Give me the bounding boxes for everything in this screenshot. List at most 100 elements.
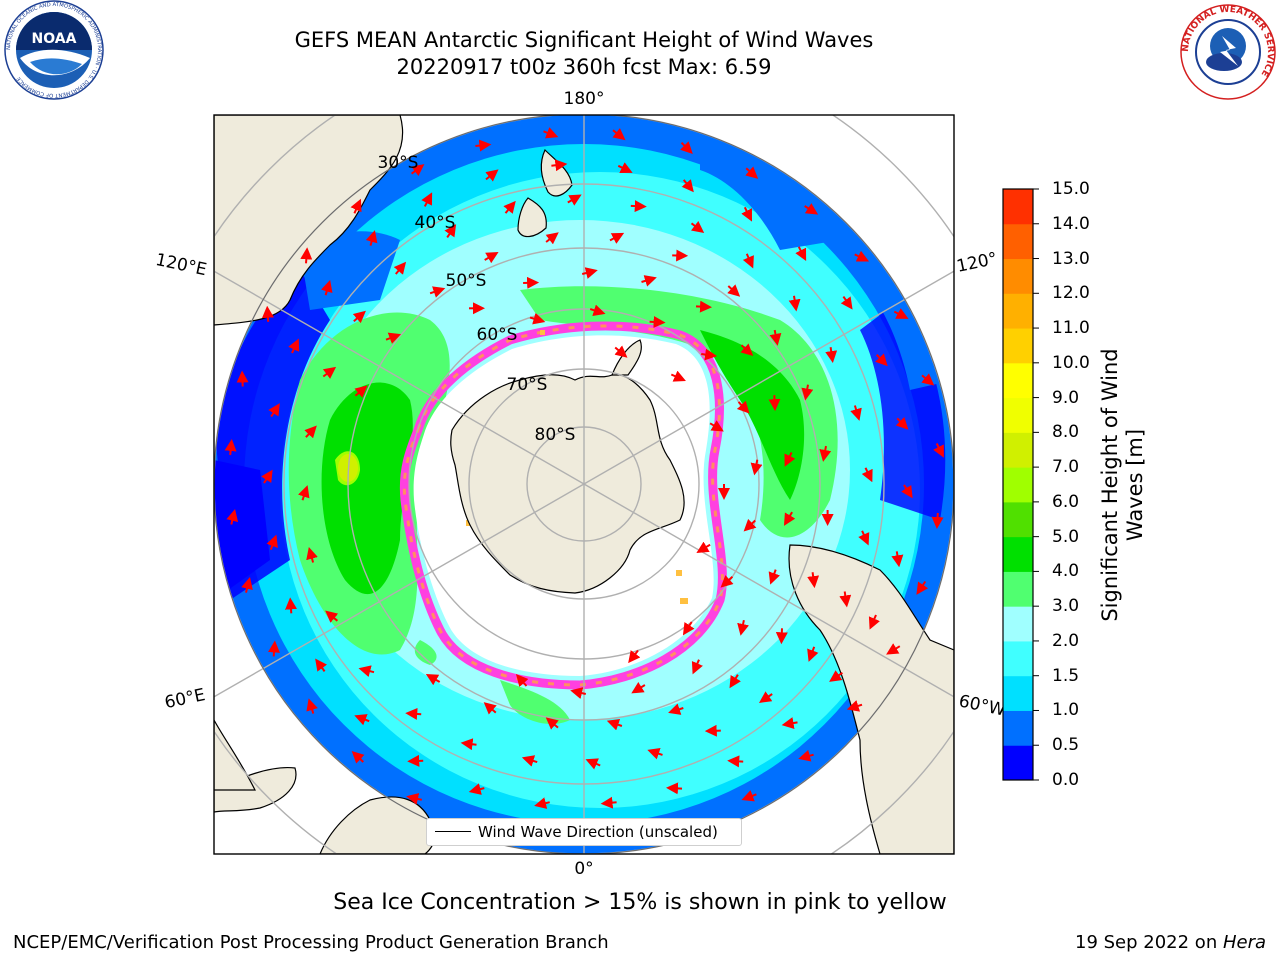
wind-arrow: [850, 405, 862, 421]
wind-arrow: [306, 547, 318, 563]
colorbar-band: [1003, 397, 1033, 433]
wind-arrow: [261, 305, 274, 322]
wind-arrow: [727, 284, 741, 297]
wind-arrow: [886, 643, 901, 655]
colorbar-band: [1003, 640, 1033, 677]
wind-arrow: [829, 670, 843, 682]
wind-arrow: [425, 674, 441, 686]
wind-arrow: [804, 203, 819, 215]
colorbar-tick-label: 15.0: [1052, 179, 1090, 199]
wind-arrow: [741, 206, 753, 222]
wind-arrow: [750, 459, 763, 476]
lat-label-80s: 80°S: [535, 425, 576, 445]
wind-arrow: [475, 139, 492, 152]
wind-arrow: [365, 230, 378, 246]
wind-arrow: [354, 714, 370, 726]
wind-arrow: [668, 703, 684, 715]
wind-arrow: [641, 275, 657, 287]
wind-arrow: [891, 551, 904, 568]
wind-arrow: [680, 141, 693, 155]
wind-arrow: [354, 385, 368, 398]
wind-arrow: [825, 347, 838, 364]
wind-arrow: [742, 253, 754, 269]
colorbar-tick-label: 0.0: [1052, 770, 1080, 790]
colorbar-band: [1003, 675, 1033, 711]
wind-arrow: [325, 610, 339, 623]
wind-arrow: [529, 312, 546, 325]
wind-arrow: [268, 640, 280, 657]
wind-arrow: [600, 796, 617, 809]
chart-title: GEFS MEAN Antarctic Significant Height o…: [294, 28, 874, 52]
wind-arrow: [224, 439, 237, 456]
map-border: [213, 114, 955, 855]
lat-label-70s: 70°S: [507, 375, 548, 395]
colorbar-tick-label: 12.0: [1052, 283, 1090, 304]
wind-arrow: [781, 717, 798, 729]
wind-arrow: [515, 673, 529, 687]
wind-arrow: [784, 451, 796, 467]
wind-arrow: [534, 797, 550, 809]
colorbar-tick-label: 11.0: [1052, 318, 1090, 339]
wind-arrow: [567, 194, 582, 206]
wind-arrow: [351, 750, 365, 764]
wind-arrow: [609, 232, 625, 244]
colorbar-band: [1003, 258, 1033, 294]
wind-arrow: [758, 691, 773, 703]
wind-arrow: [268, 403, 280, 418]
wind-arrow: [788, 295, 801, 312]
wind-arrow: [298, 485, 310, 501]
wind-arrow: [839, 591, 852, 608]
lat-label-30s: 30°S: [378, 153, 419, 173]
wind-arrow: [666, 782, 683, 795]
colorbar-band: [1003, 745, 1033, 781]
legend-label: Wind Wave Direction (unscaled): [478, 823, 718, 841]
colorbar-band: [1003, 606, 1033, 642]
wind-arrow: [585, 758, 601, 770]
wind-arrow: [695, 300, 712, 313]
wind-arrow: [606, 719, 623, 731]
footer-host: Hera: [1222, 932, 1266, 953]
wind-arrow: [819, 445, 832, 462]
colorbar-border: [1002, 188, 1034, 781]
wind-arrow: [690, 220, 705, 234]
wind-arrow: [468, 783, 485, 795]
footer-date-text: 19 Sep 2022 on: [1075, 932, 1223, 953]
wind-arrow: [617, 162, 633, 173]
wind-arrow: [551, 159, 568, 172]
wind-arrow: [670, 370, 686, 382]
wind-arrow: [485, 169, 499, 182]
wind-arrow: [745, 166, 759, 179]
wind-arrow: [768, 569, 780, 585]
wind-arrow: [682, 621, 695, 636]
wind-arrow: [385, 332, 402, 344]
wind-arrow: [285, 597, 297, 614]
wind-arrow: [226, 509, 239, 525]
lat-label-50s: 50°S: [446, 271, 487, 291]
wind-arrow: [503, 200, 516, 214]
colorbar-tick-label: 4.0: [1052, 561, 1080, 582]
colorbar-band: [1003, 328, 1033, 364]
wind-arrow: [647, 747, 663, 760]
wind-arrow: [352, 310, 366, 324]
colorbar: [1002, 188, 1039, 781]
wind-arrow: [931, 512, 944, 529]
colorbar-band: [1003, 189, 1033, 225]
wind-arrow: [429, 286, 446, 298]
wind-arrow: [854, 250, 870, 262]
wind-arrow: [858, 530, 870, 546]
lon-label-120e: 120°E: [154, 250, 209, 280]
wind-arrow: [483, 702, 497, 715]
wind-arrow: [521, 755, 538, 767]
wind-arrow: [306, 698, 318, 714]
colorbar-band: [1003, 467, 1033, 503]
wind-arrow: [261, 469, 273, 484]
colorbar-tick-label: 2.0: [1052, 630, 1080, 651]
wind-arrow: [612, 128, 626, 141]
wind-arrow: [288, 338, 300, 354]
wind-arrow: [681, 179, 694, 193]
lon-label-180: 180°: [564, 89, 605, 109]
wind-arrow: [769, 329, 782, 346]
wind-arrow: [393, 261, 407, 275]
wind-arrow: [795, 246, 807, 262]
wind-arrow: [895, 416, 909, 430]
